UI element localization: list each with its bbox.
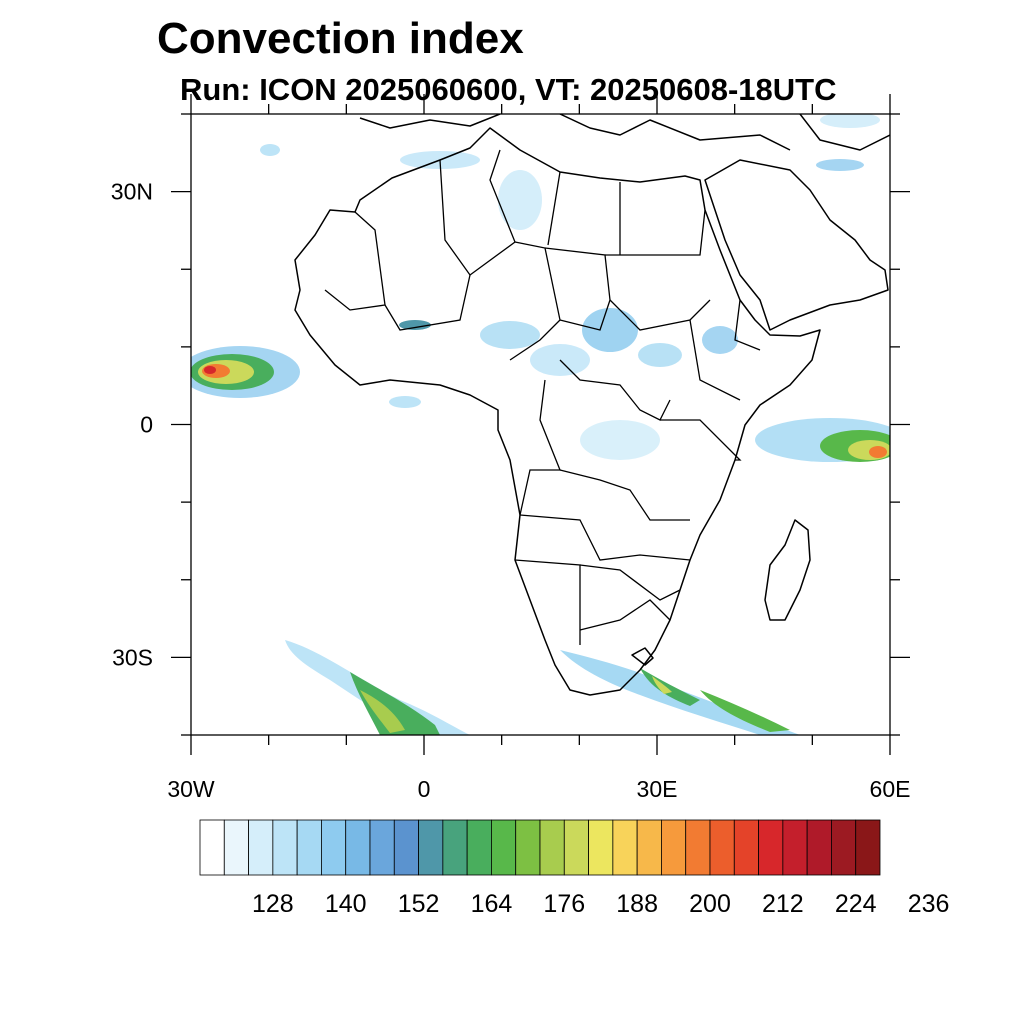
colorbar-swatch	[491, 819, 517, 876]
colorbar-label: 200	[689, 890, 731, 918]
colorbar-label: 152	[398, 890, 440, 918]
colorbar-label: 164	[471, 890, 513, 918]
country-borders	[324, 149, 761, 645]
colorbar-swatch	[806, 819, 832, 876]
map-plot-area	[191, 114, 890, 735]
colorbar-swatch	[296, 819, 322, 876]
colorbar-swatch	[758, 819, 784, 876]
lat-tick-label: 0	[140, 412, 153, 438]
lon-tick-label: 0	[418, 776, 431, 802]
colorbar-swatch	[733, 819, 759, 876]
axis-ticks	[171, 94, 910, 755]
colorbar-label: 188	[616, 890, 658, 918]
colorbar-swatch	[199, 819, 225, 876]
colorbar-swatch	[782, 819, 808, 876]
colorbar-swatch	[539, 819, 565, 876]
colorbar-swatch	[393, 819, 419, 876]
colorbar-swatch	[223, 819, 249, 876]
colorbar-swatch	[345, 819, 371, 876]
colorbar-swatch	[636, 819, 662, 876]
colorbar-label: 212	[762, 890, 804, 918]
colorbar-swatch	[685, 819, 711, 876]
map-subtitle: Run: ICON 2025060600, VT: 20250608-18UTC	[180, 72, 837, 107]
colorbar-label: 236	[908, 890, 950, 918]
colorbar-label: 224	[835, 890, 877, 918]
map-title: Convection index	[157, 14, 524, 63]
colorbar	[199, 819, 881, 876]
colorbar-swatch	[466, 819, 492, 876]
convection-field	[191, 114, 890, 735]
lat-tick-label: 30N	[111, 179, 153, 205]
colorbar-label: 140	[325, 890, 367, 918]
colorbar-swatch	[442, 819, 468, 876]
colorbar-swatch	[855, 819, 881, 876]
colorbar-labels: 128 140 152 164 176 188 200 212 224 236	[252, 890, 949, 918]
colorbar-swatch	[831, 819, 857, 876]
axis-tick-labels: 30W 0 30E 60E 30N 0 30S	[111, 179, 911, 802]
colorbar-swatch	[272, 819, 298, 876]
lon-tick-label: 30E	[637, 776, 678, 802]
colorbar-swatch	[563, 819, 589, 876]
colorbar-label: 176	[543, 890, 585, 918]
colorbar-swatch	[612, 819, 638, 876]
lon-tick-label: 60E	[870, 776, 911, 802]
colorbar-swatch	[709, 819, 735, 876]
colorbar-label: 128	[252, 890, 294, 918]
colorbar-swatch	[588, 819, 614, 876]
colorbar-swatch	[515, 819, 541, 876]
coastlines	[294, 114, 890, 696]
colorbar-swatch	[418, 819, 444, 876]
colorbar-swatch	[321, 819, 347, 876]
lat-tick-label: 30S	[112, 644, 153, 670]
colorbar-swatch	[369, 819, 395, 876]
lon-tick-label: 30W	[167, 776, 215, 802]
colorbar-swatch	[248, 819, 274, 876]
colorbar-swatch	[661, 819, 687, 876]
